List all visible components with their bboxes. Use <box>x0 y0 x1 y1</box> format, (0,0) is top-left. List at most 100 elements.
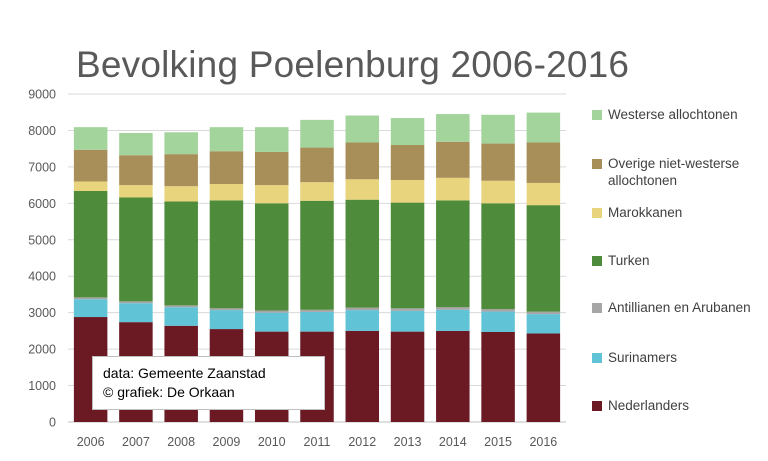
bar-segment <box>254 151 289 186</box>
x-tick-label: 2009 <box>213 435 241 449</box>
bar-segment <box>481 180 515 204</box>
bar-segment <box>300 182 334 201</box>
bar-segment <box>345 310 380 331</box>
x-tick-label: 2011 <box>304 435 331 449</box>
bar-segment <box>300 311 334 332</box>
y-tick-label: 1000 <box>28 379 56 393</box>
y-axis-tick-labels: 0 1000 2000 3000 4000 5000 6000 7000 8000 9000 <box>28 88 56 430</box>
x-tick-label: 2006 <box>77 435 105 449</box>
bar-segment <box>73 299 108 318</box>
bar-segment <box>209 200 244 309</box>
bar-segment <box>526 311 561 315</box>
bar-segment <box>73 181 108 191</box>
bar-segment <box>436 200 470 308</box>
bar-segment <box>254 203 289 311</box>
bar-segment <box>254 185 289 204</box>
bar-segment <box>73 190 108 298</box>
bar-segment <box>164 154 198 187</box>
legend-swatch <box>592 303 602 313</box>
bar-segment <box>73 149 108 182</box>
legend-label: Marokkanen <box>608 205 683 220</box>
legend-label: Turken <box>608 253 650 268</box>
y-tick-label: 3000 <box>28 306 56 320</box>
bar-segment <box>254 310 289 313</box>
x-tick-label: 2016 <box>529 435 557 449</box>
bar-segment <box>345 179 380 200</box>
legend-item: Nederlanders <box>592 397 760 414</box>
x-tick-label: 2007 <box>122 435 150 449</box>
bar-segment <box>209 184 244 201</box>
bar-segment <box>119 132 153 156</box>
legend-item: Overige niet-westerse allochtonen <box>592 155 760 189</box>
bar-segment <box>164 132 198 155</box>
legend-swatch <box>592 110 602 120</box>
bar-segment <box>436 177 470 201</box>
legend-swatch <box>592 353 602 363</box>
legend-swatch <box>592 401 602 411</box>
legend-label: Antillianen en Arubanen <box>608 300 751 315</box>
bar-segment <box>300 147 334 183</box>
x-tick-label: 2012 <box>348 435 376 449</box>
bar-segment <box>119 303 153 323</box>
legend-item: Surinamers <box>592 349 760 366</box>
bar-segment <box>119 301 153 304</box>
bar-segment <box>390 331 425 422</box>
legend-swatch <box>592 159 602 169</box>
x-tick-label: 2008 <box>167 435 195 449</box>
source-chart-credit: © grafiek: De Orkaan <box>103 384 235 400</box>
source-note: data: Gemeente Zaanstad © grafiek: De Or… <box>92 356 325 410</box>
y-tick-label: 6000 <box>28 197 56 211</box>
bar-segment <box>526 333 561 422</box>
x-tick-label: 2010 <box>258 435 286 449</box>
bar-segment <box>526 112 561 143</box>
source-data-credit: data: Gemeente Zaanstad <box>103 365 266 381</box>
bar-segment <box>390 310 425 332</box>
legend-item: Turken <box>592 252 760 269</box>
x-tick-label: 2013 <box>394 435 422 449</box>
legend-item: Westerse allochtonen <box>592 106 760 123</box>
y-tick-label: 5000 <box>28 233 56 247</box>
bar-segment <box>209 127 244 152</box>
bar-segment <box>119 155 153 186</box>
bar-segment <box>209 308 244 311</box>
bar-segment <box>300 200 334 310</box>
x-tick-label: 2014 <box>439 435 467 449</box>
bar-segment <box>436 309 470 331</box>
bar-segment <box>119 185 153 198</box>
legend-label: Westerse allochtonen <box>608 107 738 122</box>
legend-label: Nederlanders <box>608 398 690 413</box>
x-axis-tick-labels: 2006 2007 2008 2009 2010 2011 2012 2013 2014 2015… <box>77 435 558 449</box>
bar-segment <box>390 308 425 311</box>
bar-segment <box>390 180 425 203</box>
bar-segment <box>526 205 561 312</box>
bar-segment <box>526 142 561 183</box>
bar-segment <box>209 310 244 330</box>
bar-segment <box>436 114 470 142</box>
y-tick-label: 2000 <box>28 343 56 357</box>
bar-segment <box>254 127 289 152</box>
bar-segment <box>481 331 515 422</box>
bar-segment <box>481 309 515 312</box>
legend-label: Surinamers <box>608 350 678 365</box>
bar-segment <box>300 309 334 312</box>
legend-swatch <box>592 256 602 266</box>
bar-segment <box>300 119 334 148</box>
bar-segment <box>164 186 198 202</box>
bar-segment <box>73 297 108 300</box>
bar-segment <box>390 202 425 309</box>
bar-segment <box>526 182 561 206</box>
legend-label: Overige niet-westerse allochtonen <box>608 156 740 188</box>
bar-segment <box>164 307 198 326</box>
legend-swatch <box>592 208 602 218</box>
bar-segment <box>436 330 470 422</box>
y-tick-label: 9000 <box>28 88 56 102</box>
bar-segment <box>73 127 108 150</box>
bar-segment <box>164 201 198 306</box>
y-tick-label: 4000 <box>28 270 56 284</box>
legend-item: Antillianen en Arubanen <box>592 299 760 316</box>
legend-item: Marokkanen <box>592 204 760 221</box>
bar-segment <box>345 115 380 143</box>
bar-segment <box>254 312 289 332</box>
bar-segment <box>390 145 425 181</box>
y-tick-label: 0 <box>49 416 56 430</box>
